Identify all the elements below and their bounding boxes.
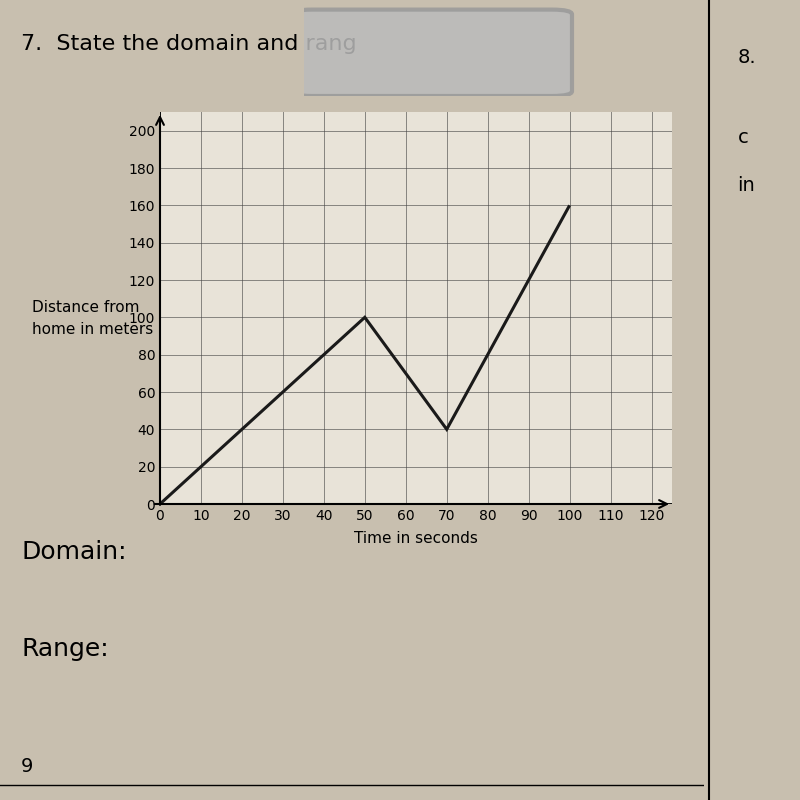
Text: home in meters: home in meters — [32, 322, 154, 337]
X-axis label: Time in seconds: Time in seconds — [354, 531, 478, 546]
Text: 9: 9 — [21, 758, 34, 776]
Text: 8.: 8. — [738, 48, 756, 67]
Text: Domain:: Domain: — [21, 539, 126, 563]
Text: c: c — [738, 128, 748, 147]
Text: Distance from: Distance from — [32, 301, 139, 315]
FancyBboxPatch shape — [292, 10, 572, 96]
Text: 7.  State the domain and rang: 7. State the domain and rang — [21, 34, 357, 54]
Text: in: in — [738, 176, 755, 195]
Text: Range:: Range: — [21, 637, 109, 661]
